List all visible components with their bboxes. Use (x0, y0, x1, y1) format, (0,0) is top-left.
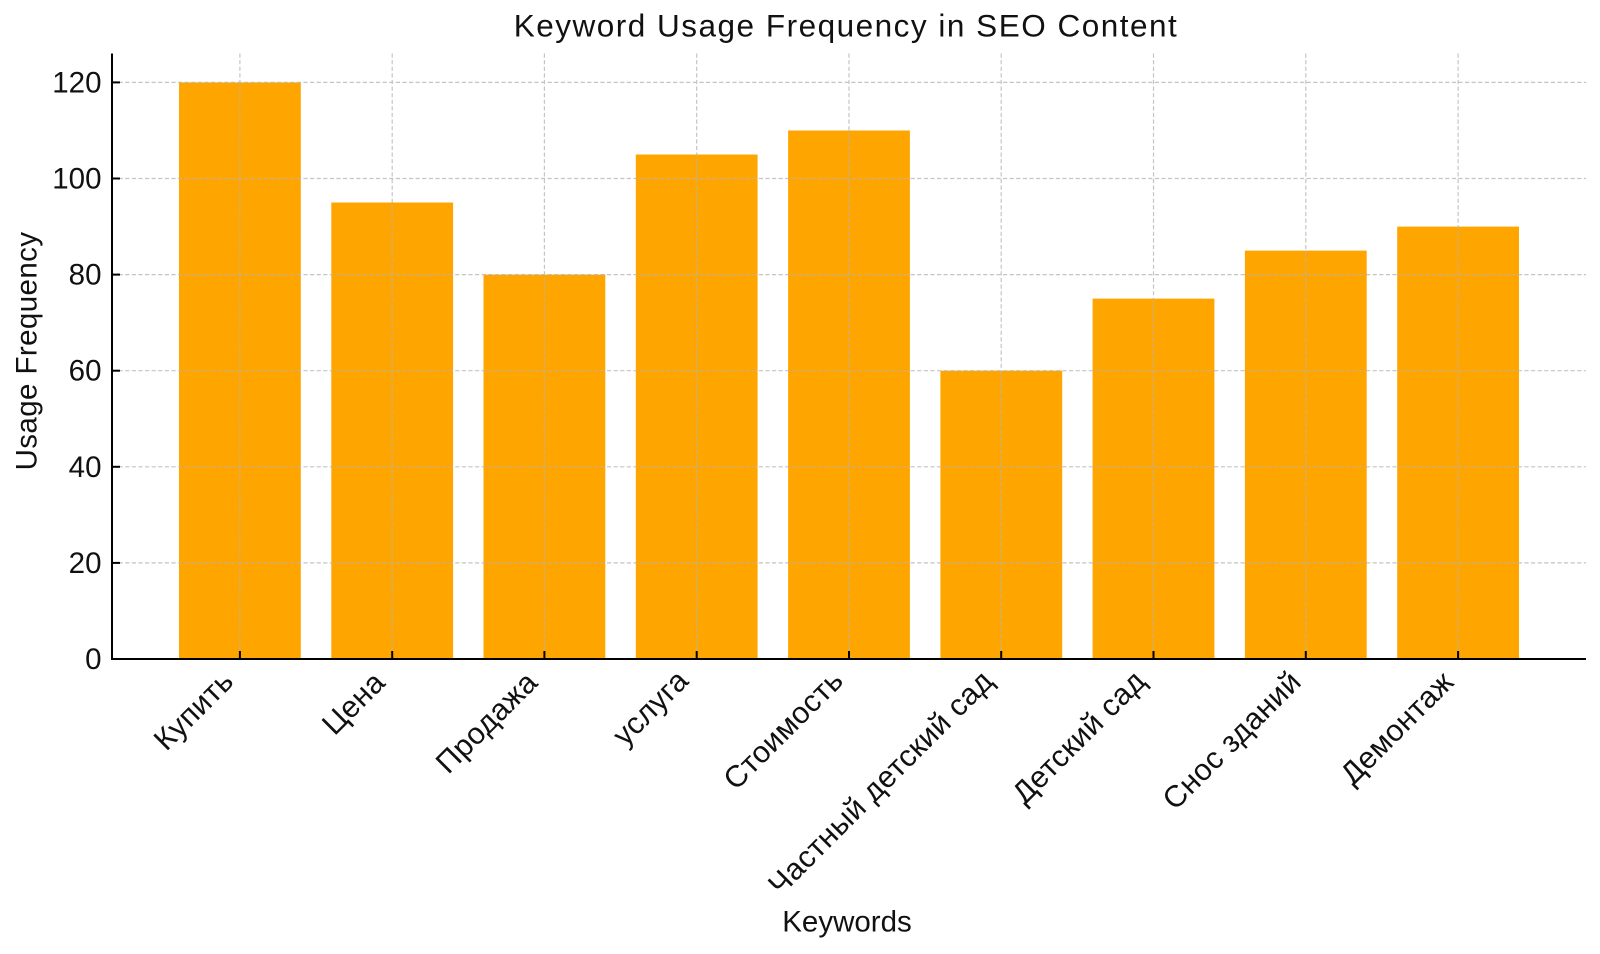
svg-text:Usage Frequency: Usage Frequency (11, 232, 44, 471)
svg-text:Keyword Usage Frequency in SEO: Keyword Usage Frequency in SEO Content (514, 8, 1179, 44)
svg-text:Keywords: Keywords (782, 905, 912, 938)
svg-text:80: 80 (69, 259, 102, 292)
svg-text:20: 20 (69, 547, 102, 580)
svg-text:0: 0 (85, 643, 101, 676)
svg-text:100: 100 (52, 163, 101, 196)
svg-text:120: 120 (52, 66, 101, 99)
svg-text:60: 60 (69, 355, 102, 388)
svg-text:40: 40 (69, 451, 102, 484)
